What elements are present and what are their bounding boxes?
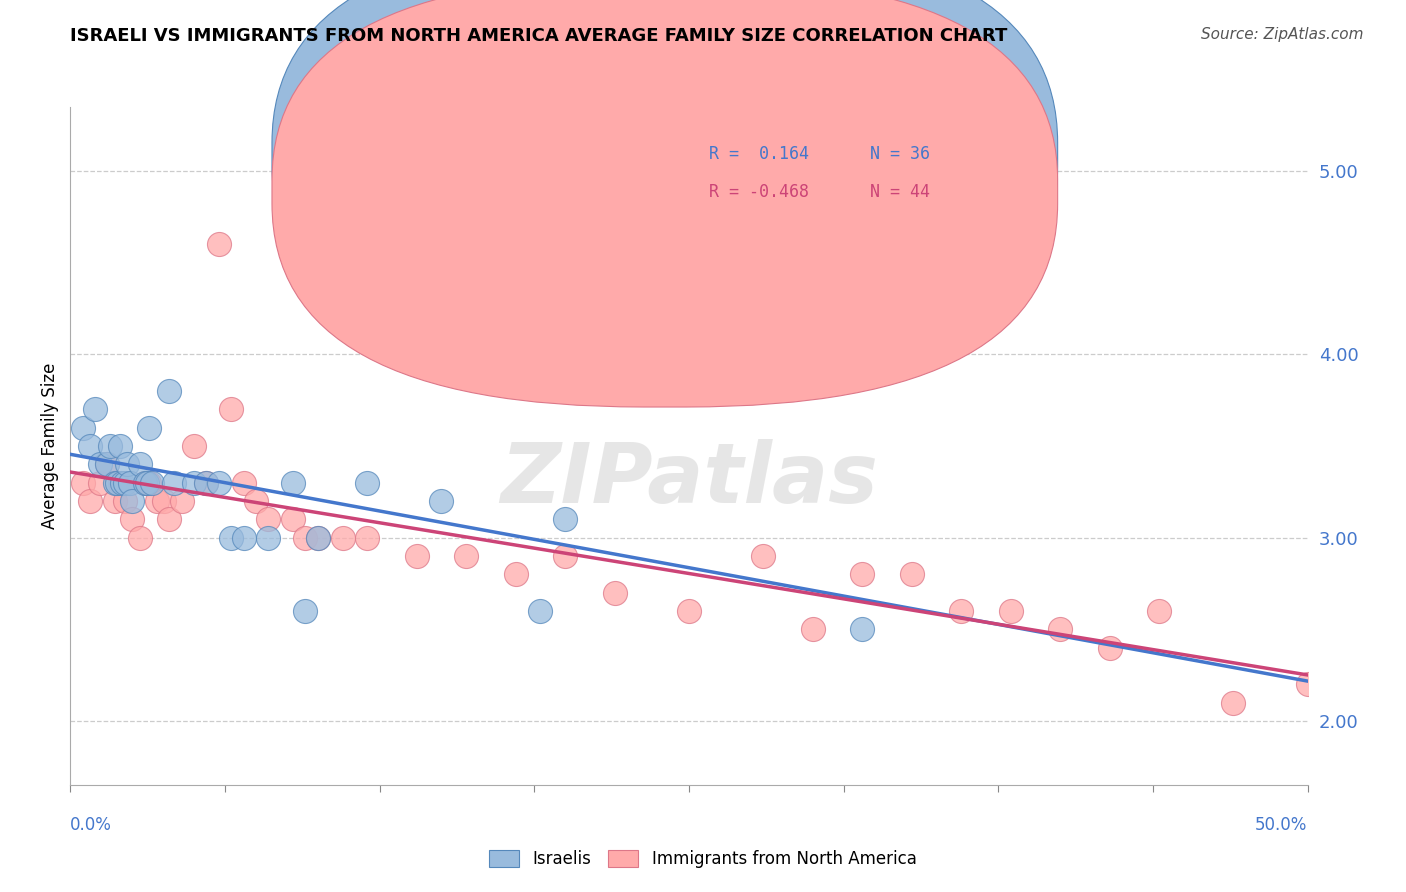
Point — [108, 439, 131, 453]
Point — [219, 531, 242, 545]
Point — [430, 494, 453, 508]
Text: R =  0.164: R = 0.164 — [709, 145, 808, 163]
Text: N = 44: N = 44 — [869, 183, 929, 201]
Text: 50.0%: 50.0% — [1256, 816, 1308, 834]
Point — [1000, 604, 1022, 618]
Point — [141, 475, 163, 490]
Point — [356, 475, 378, 490]
Point — [134, 475, 156, 490]
Point — [381, 237, 404, 252]
Point — [79, 439, 101, 453]
Text: ZIPatlas: ZIPatlas — [501, 440, 877, 520]
Point — [405, 549, 427, 563]
FancyBboxPatch shape — [271, 0, 1057, 407]
Point — [111, 475, 134, 490]
Point — [72, 475, 94, 490]
Point — [232, 531, 254, 545]
Point — [245, 494, 267, 508]
Legend: Israelis, Immigrants from North America: Israelis, Immigrants from North America — [482, 843, 924, 875]
Point — [678, 604, 700, 618]
Point — [114, 494, 136, 508]
Point — [307, 531, 329, 545]
Point — [72, 420, 94, 434]
Text: N = 36: N = 36 — [869, 145, 929, 163]
Point — [851, 567, 873, 582]
Point — [232, 475, 254, 490]
Point — [332, 531, 354, 545]
Point — [505, 567, 527, 582]
Point — [104, 475, 127, 490]
Point — [529, 604, 551, 618]
Point — [195, 475, 218, 490]
Point — [96, 458, 118, 472]
Point — [183, 439, 205, 453]
Point — [281, 475, 304, 490]
Point — [121, 512, 143, 526]
Point — [208, 475, 231, 490]
Point — [89, 475, 111, 490]
Point — [257, 531, 280, 545]
Point — [1222, 696, 1244, 710]
Text: 0.0%: 0.0% — [70, 816, 112, 834]
Point — [801, 622, 824, 636]
Point — [294, 604, 316, 618]
Point — [153, 494, 176, 508]
Point — [128, 531, 150, 545]
Point — [456, 549, 478, 563]
Point — [307, 531, 329, 545]
Y-axis label: Average Family Size: Average Family Size — [41, 363, 59, 529]
Point — [752, 549, 775, 563]
Point — [170, 494, 193, 508]
Text: Source: ZipAtlas.com: Source: ZipAtlas.com — [1201, 27, 1364, 42]
Point — [79, 494, 101, 508]
FancyBboxPatch shape — [271, 0, 1057, 369]
Point — [157, 384, 180, 398]
Point — [115, 458, 138, 472]
Point — [136, 475, 159, 490]
Point — [195, 475, 218, 490]
Point — [257, 512, 280, 526]
Point — [118, 475, 141, 490]
Point — [134, 475, 156, 490]
Point — [84, 402, 107, 417]
Point — [603, 585, 626, 599]
Point — [138, 420, 160, 434]
Point — [183, 475, 205, 490]
Text: ISRAELI VS IMMIGRANTS FROM NORTH AMERICA AVERAGE FAMILY SIZE CORRELATION CHART: ISRAELI VS IMMIGRANTS FROM NORTH AMERICA… — [70, 27, 1008, 45]
Point — [554, 549, 576, 563]
Point — [89, 458, 111, 472]
Point — [950, 604, 973, 618]
Point — [554, 512, 576, 526]
Point — [1147, 604, 1170, 618]
Point — [219, 402, 242, 417]
Point — [138, 475, 160, 490]
Point — [108, 475, 131, 490]
Point — [851, 622, 873, 636]
Point — [157, 512, 180, 526]
Point — [146, 494, 169, 508]
Point — [105, 475, 128, 490]
Point — [128, 458, 150, 472]
Text: R = -0.468: R = -0.468 — [709, 183, 808, 201]
Point — [163, 475, 186, 490]
Point — [281, 512, 304, 526]
Point — [208, 237, 231, 252]
Point — [114, 475, 136, 490]
Point — [1098, 640, 1121, 655]
Point — [1049, 622, 1071, 636]
Point — [1296, 677, 1319, 691]
Point — [356, 531, 378, 545]
Point — [104, 494, 127, 508]
Point — [96, 458, 118, 472]
Point — [294, 531, 316, 545]
Point — [900, 567, 922, 582]
Point — [121, 494, 143, 508]
FancyBboxPatch shape — [621, 117, 986, 222]
Point — [98, 439, 121, 453]
